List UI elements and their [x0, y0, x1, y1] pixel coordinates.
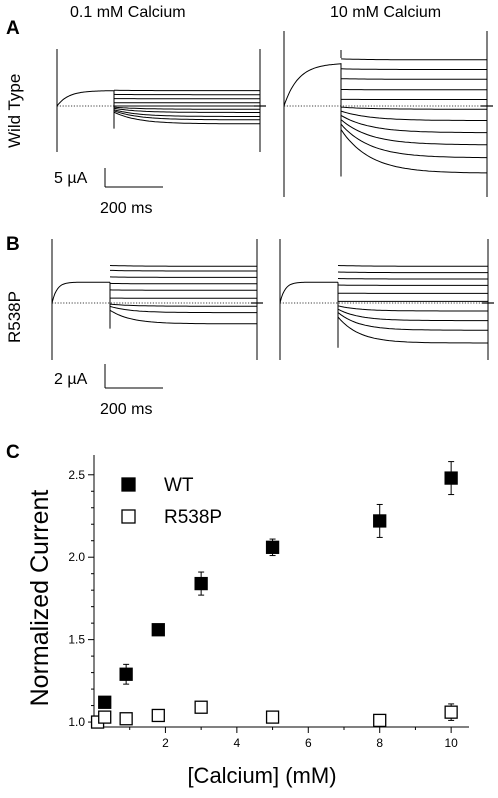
r538p-high-tail-current-3	[337, 278, 488, 280]
y-tick-label: 2.5	[68, 468, 85, 482]
y-tick-label: 2.0	[68, 550, 85, 564]
r538p-high-step-current	[279, 281, 338, 304]
dose-response-chart: 1.0 1.5 2.0 2.5 2 4 6 8 10 WT R538P	[68, 455, 469, 750]
r538p-point-7	[373, 713, 387, 728]
panel-c-letter: C	[6, 442, 20, 463]
wt-point-2	[119, 667, 133, 681]
r538p-point-4	[151, 708, 165, 723]
x-tick-label: 8	[376, 736, 383, 750]
y-axis-title: Normalized Current	[26, 490, 54, 707]
x-axis-title: [Calcium] (mM)	[187, 763, 336, 788]
r538p-high-tail-current-2	[337, 271, 488, 274]
panel-a-letter: A	[6, 18, 20, 39]
x-tick-label: 10	[444, 736, 458, 750]
wt-high-tail-current-1	[340, 58, 487, 61]
wt-point-4	[194, 576, 208, 591]
wt-high-tail-current-11	[340, 129, 487, 174]
panel-b-letter: B	[6, 234, 20, 255]
wt-high-tail-current-9	[340, 119, 487, 146]
x-tick-label: 6	[305, 736, 312, 750]
scale-bar-a	[104, 168, 163, 188]
scale-current-label-b: 2 µA	[54, 371, 88, 388]
r538p-high-tail-current-9	[337, 312, 488, 331]
r538p-point-6	[265, 710, 280, 724]
wt-point-3	[151, 623, 165, 637]
wt-high-tail-current-8	[340, 114, 487, 134]
r538p-point-3	[119, 712, 133, 726]
r538p-low-tail-current-9	[109, 309, 257, 325]
wt-low-tail-current-7	[113, 107, 260, 113]
legend-marker-wt	[121, 477, 136, 492]
x-tick-label: 2	[162, 736, 169, 750]
r538p-high-tail-current-8	[337, 308, 488, 322]
r538p-high-tail-current-7	[337, 305, 488, 312]
wt-low-tail-current-8	[113, 109, 260, 117]
wt-low-tail-current-10	[113, 111, 260, 125]
r538p-low-tail-current-2	[110, 269, 257, 272]
row-label-r538p: R538P	[5, 291, 24, 343]
wt-high-tail-current-6	[340, 106, 487, 110]
series-wt	[98, 461, 458, 709]
wt-low-tail-current-9	[113, 110, 260, 121]
wt-high-tail-current-3	[340, 78, 487, 80]
r538p-high-tail-current-1	[337, 265, 488, 267]
legend-label-r538p: R538P	[164, 507, 222, 528]
condition-low-label-a: 0.1 mM Calcium	[70, 4, 186, 21]
series-r538p	[90, 700, 458, 729]
wt-high-step-current	[283, 63, 341, 107]
r538p-low-tail-current-7	[109, 303, 257, 307]
wt-low-step-current	[56, 90, 114, 107]
wt-point-5	[265, 540, 280, 554]
wt-point-6	[373, 514, 387, 528]
row-label-wild-type: Wild Type	[5, 74, 24, 148]
panel-b-traces	[51, 239, 494, 360]
x-tick-label: 4	[234, 736, 241, 750]
panel-a-traces	[56, 31, 493, 197]
y-tick-label: 1.5	[68, 633, 85, 647]
condition-high-label-a: 10 mM Calcium	[330, 4, 441, 21]
scale-time-label-b: 200 ms	[100, 401, 152, 418]
wt-low-tail-current-6	[113, 106, 260, 110]
r538p-point-8	[444, 705, 458, 719]
wt-high-tail-current-2	[340, 68, 487, 70]
wt-point-7	[444, 471, 458, 485]
scale-bar-b	[104, 364, 163, 389]
wt-point-1	[98, 695, 112, 709]
r538p-low-tail-current-3	[109, 276, 257, 278]
r538p-low-tail-current-8	[109, 305, 257, 314]
wt-high-tail-current-10	[340, 123, 487, 159]
r538p-high-tail-current-10	[337, 316, 488, 344]
wt-high-tail-current-7	[340, 110, 487, 121]
r538p-low-tail-current-1	[109, 265, 257, 267]
legend-label-wt: WT	[164, 475, 194, 496]
legend-marker-r538p	[121, 509, 136, 524]
scale-current-label-a: 5 µA	[54, 170, 88, 187]
y-tick-label: 1.0	[68, 715, 85, 729]
r538p-point-2	[98, 710, 112, 724]
r538p-point-5	[194, 700, 208, 714]
r538p-low-step-current	[51, 281, 110, 304]
scale-time-label-a: 200 ms	[100, 200, 152, 217]
